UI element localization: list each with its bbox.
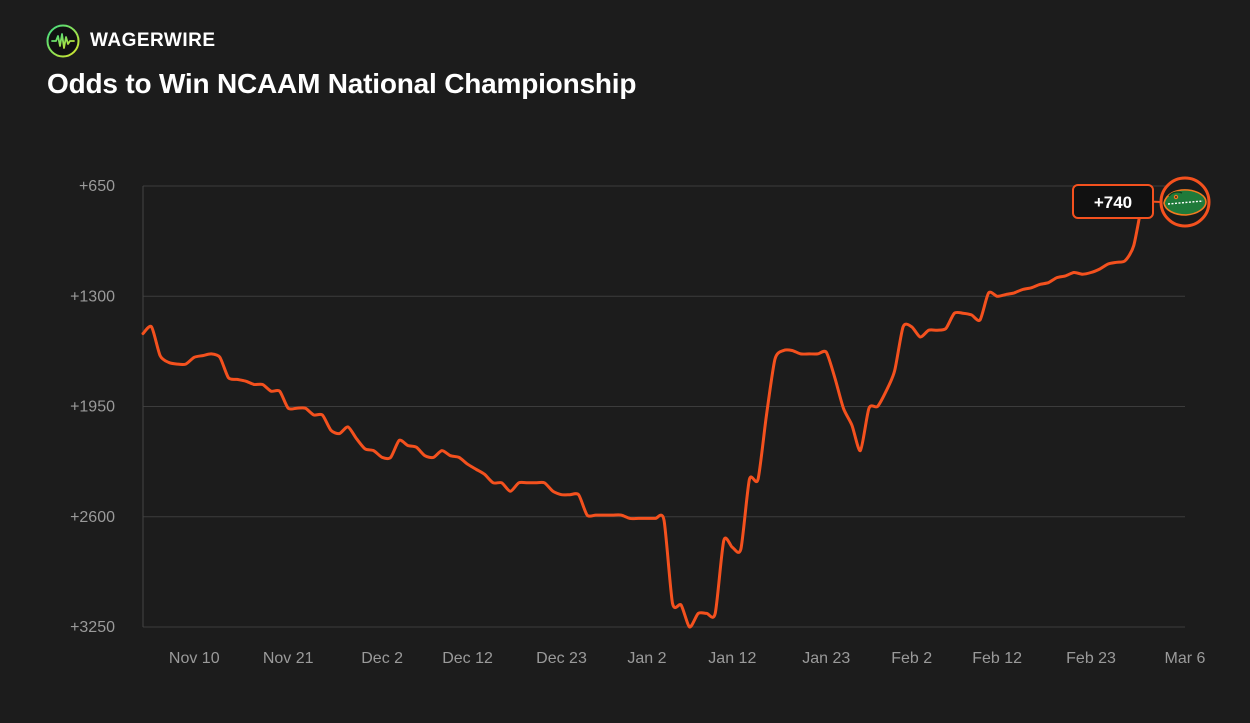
- brand-header[interactable]: WAGERWIRE: [46, 24, 216, 58]
- x-tick-label: Feb 2: [891, 650, 932, 667]
- x-tick-label: Mar 6: [1165, 650, 1206, 667]
- x-tick-label: Jan 12: [708, 650, 756, 667]
- series-line: [141, 199, 1144, 629]
- y-tick-label: +1950: [70, 399, 115, 416]
- x-tick-label: Jan 2: [627, 650, 666, 667]
- x-tick-label: Dec 23: [536, 650, 587, 667]
- y-tick-label: +2600: [70, 509, 115, 526]
- chart-title: Odds to Win NCAAM National Championship: [47, 68, 637, 99]
- y-tick-label: +3250: [70, 619, 115, 636]
- brand-name: WAGERWIRE: [90, 30, 216, 51]
- x-tick-label: Jan 23: [802, 650, 850, 667]
- latest-odds-callout[interactable]: +740: [1072, 184, 1154, 219]
- callout-box: [1072, 184, 1154, 219]
- y-tick-label: +650: [79, 178, 115, 195]
- x-tick-label: Nov 21: [263, 650, 314, 667]
- x-tick-label: Feb 12: [972, 650, 1022, 667]
- y-tick-label: +1300: [70, 288, 115, 305]
- x-tick-label: Nov 10: [169, 650, 220, 667]
- latest-odds-label: +740: [1094, 193, 1132, 212]
- x-tick-label: Dec 12: [442, 650, 493, 667]
- pulse-wave-icon: [46, 24, 80, 58]
- x-tick-label: Feb 23: [1066, 650, 1116, 667]
- florida-gator-icon[interactable]: [1159, 176, 1211, 228]
- x-tick-label: Dec 2: [361, 650, 403, 667]
